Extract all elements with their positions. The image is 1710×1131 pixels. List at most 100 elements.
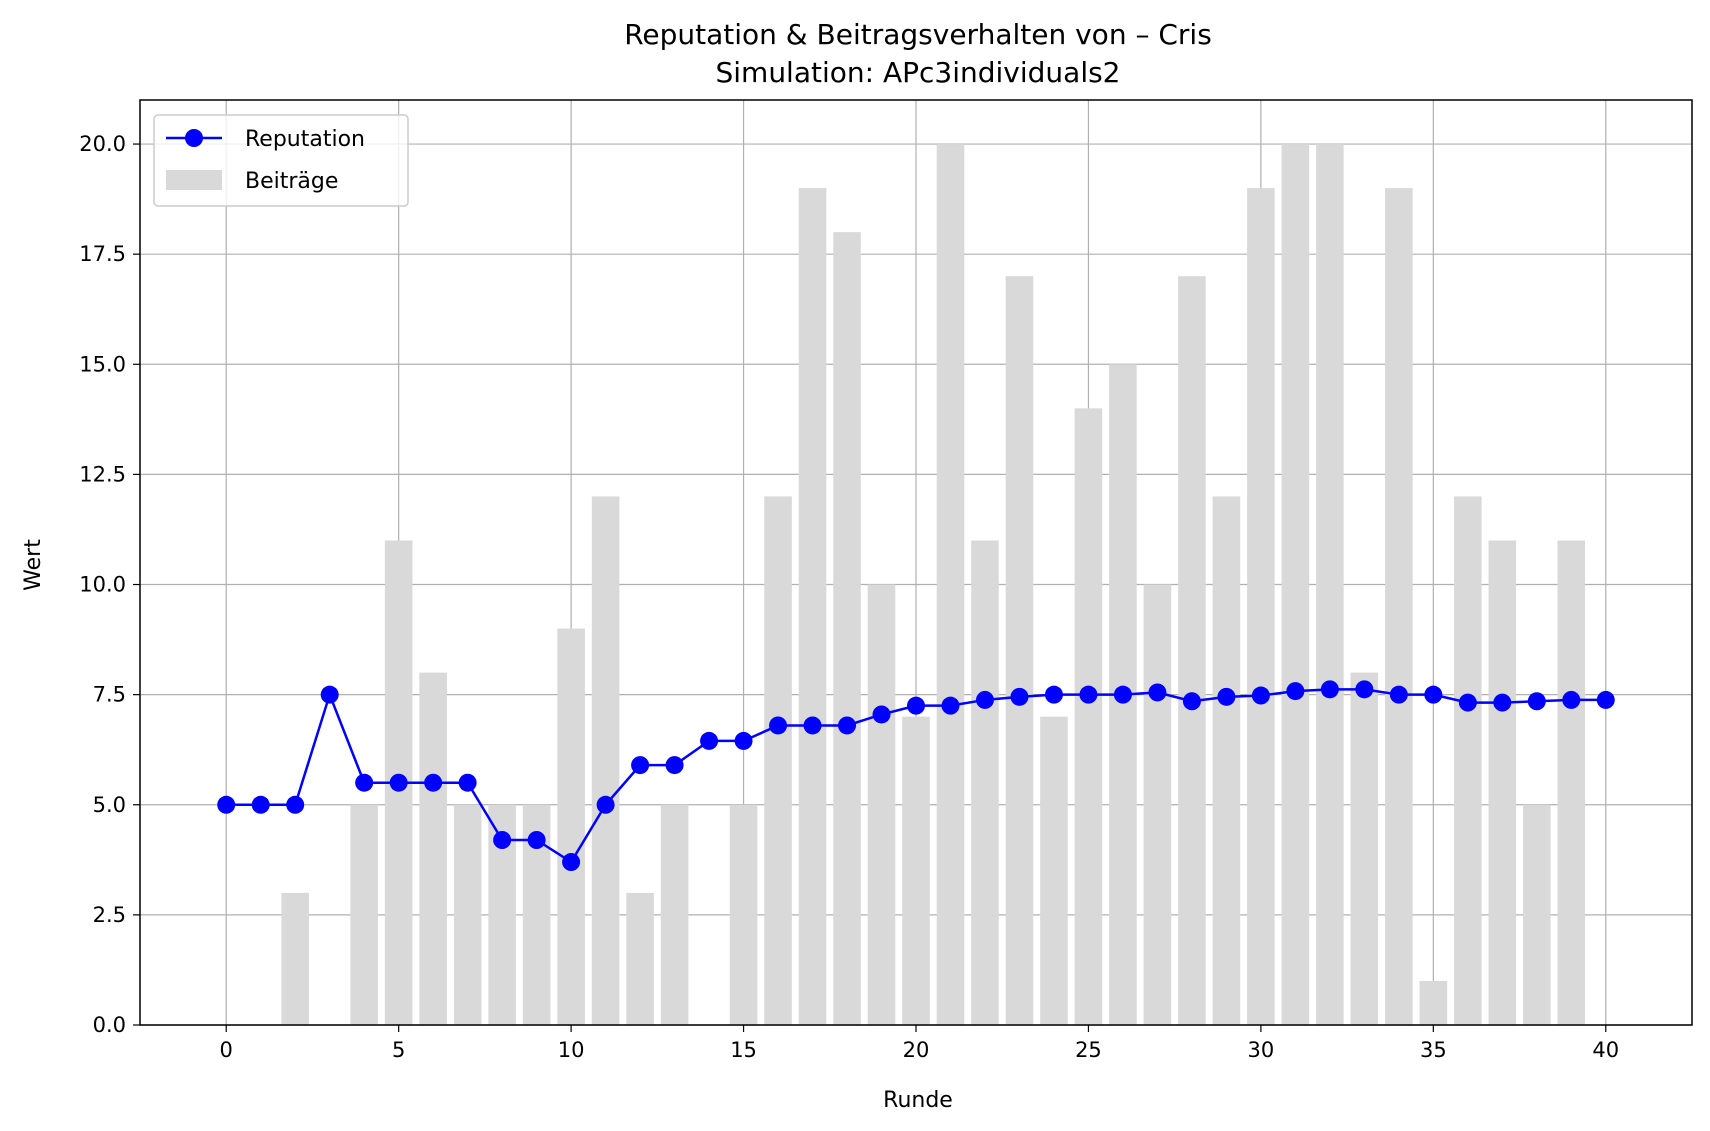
y-tick-label: 10.0 [79,573,126,597]
bar-beitraege [1523,804,1551,1025]
reputation-point [217,795,236,814]
bar-beitraege [1040,716,1068,1025]
reputation-point [1562,690,1581,709]
y-tick-label: 20.0 [79,132,126,156]
x-tick-label: 35 [1420,1038,1447,1062]
reputation-point [458,773,477,792]
x-tick-label: 10 [558,1038,585,1062]
bar-beitraege [1454,496,1482,1025]
reputation-point [1458,693,1477,712]
reputation-point [631,756,650,775]
reputation-point [355,773,374,792]
bar-beitraege [660,804,689,1025]
bar-beitraege [833,232,861,1026]
reputation-point [1527,692,1546,711]
y-tick-label: 12.5 [79,462,126,486]
x-tick-label: 20 [903,1038,930,1062]
reputation-point [251,795,270,814]
reputation-point [1182,692,1201,711]
bar-beitraege [1419,980,1448,1025]
reputation-point [803,716,822,735]
bar-beitraege [1212,496,1241,1025]
chart-title: Reputation & Beitragsverhalten von – Cri… [624,18,1212,51]
bar-beitraege [1385,188,1413,1026]
x-tick-label: 0 [220,1038,233,1062]
y-axis-ticks: 0.0 2.5 5.0 7.5 10.0 12.5 15.0 17.5 20.0 [79,132,140,1037]
reputation-point [907,696,925,715]
reputation-point [872,705,891,724]
reputation-point [493,831,512,849]
y-tick-label: 0.0 [93,1013,126,1037]
x-axis-label: Runde [883,1088,953,1113]
x-tick-label: 25 [1075,1038,1102,1062]
reputation-point [769,716,788,735]
reputation-point [1079,685,1098,704]
bar-beitraege [971,540,999,1025]
reputation-point [941,696,960,715]
reputation-point [424,773,443,792]
bar-beitraege [557,628,585,1025]
y-tick-label: 2.5 [93,903,126,927]
bar-beitraege [1350,672,1379,1025]
bar-beitraege [1488,540,1517,1025]
reputation-point [1355,680,1374,699]
bar-beitraege [1557,540,1586,1025]
bar-beitraege [591,496,620,1025]
bar-beitraege [1178,276,1206,1025]
bar-beitraege [281,892,309,1025]
reputation-point [1389,685,1408,704]
bar-beitraege [1247,188,1275,1026]
bar-beitraege [867,584,896,1025]
bar-beitraege [764,496,792,1025]
legend-beitraege-swatch [166,170,222,190]
bar-beitraege [1005,276,1034,1025]
reputation-point [286,795,305,814]
bar-beitraege [419,672,447,1025]
reputation-point [1493,693,1512,712]
y-tick-label: 15.0 [79,352,126,376]
y-tick-label: 17.5 [79,242,126,266]
reputation-point [320,685,339,704]
reputation-point [1217,687,1236,706]
reputation-point [1113,685,1132,704]
x-tick-label: 40 [1592,1038,1619,1062]
reputation-point [596,795,615,814]
reputation-point [1286,682,1305,701]
legend: Reputation Beiträge [153,114,409,207]
reputation-point [700,731,719,750]
bar-beitraege [902,716,930,1025]
reputation-point [562,853,581,872]
legend-beitraege-label: Beiträge [245,169,338,194]
bar-beitraege [798,188,827,1026]
reputation-point [1424,685,1443,704]
reputation-point [975,690,994,709]
bar-beitraege [1281,144,1310,1026]
bar-beitraege [626,892,654,1025]
reputation-point [1148,683,1167,702]
bar-beitraege [729,804,758,1025]
y-axis-label: Wert [21,539,46,591]
bar-beitraege [1074,408,1103,1025]
y-tick-label: 7.5 [93,683,126,707]
reputation-point [389,773,408,792]
x-tick-label: 5 [392,1038,405,1062]
reputation-point [665,756,684,775]
reputation-point [1596,690,1615,709]
bar-beitraege [453,804,482,1025]
reputation-series [217,680,1615,872]
reputation-point [1320,680,1339,699]
legend-reputation-marker [185,129,203,147]
reputation-point [1044,685,1063,704]
x-axis-ticks: 0 5 10 15 20 25 30 35 40 [220,1025,1619,1062]
x-tick-label: 30 [1248,1038,1275,1062]
reputation-point [1251,686,1270,705]
bar-beitraege [1143,584,1172,1025]
x-tick-label: 15 [730,1038,757,1062]
bar-beitraege [936,144,965,1026]
chart-subtitle: Simulation: APc3individuals2 [715,56,1120,89]
legend-reputation-label: Reputation [245,127,365,152]
y-tick-label: 5.0 [93,793,126,817]
bar-beitraege [350,804,378,1025]
reputation-point [1010,687,1029,706]
